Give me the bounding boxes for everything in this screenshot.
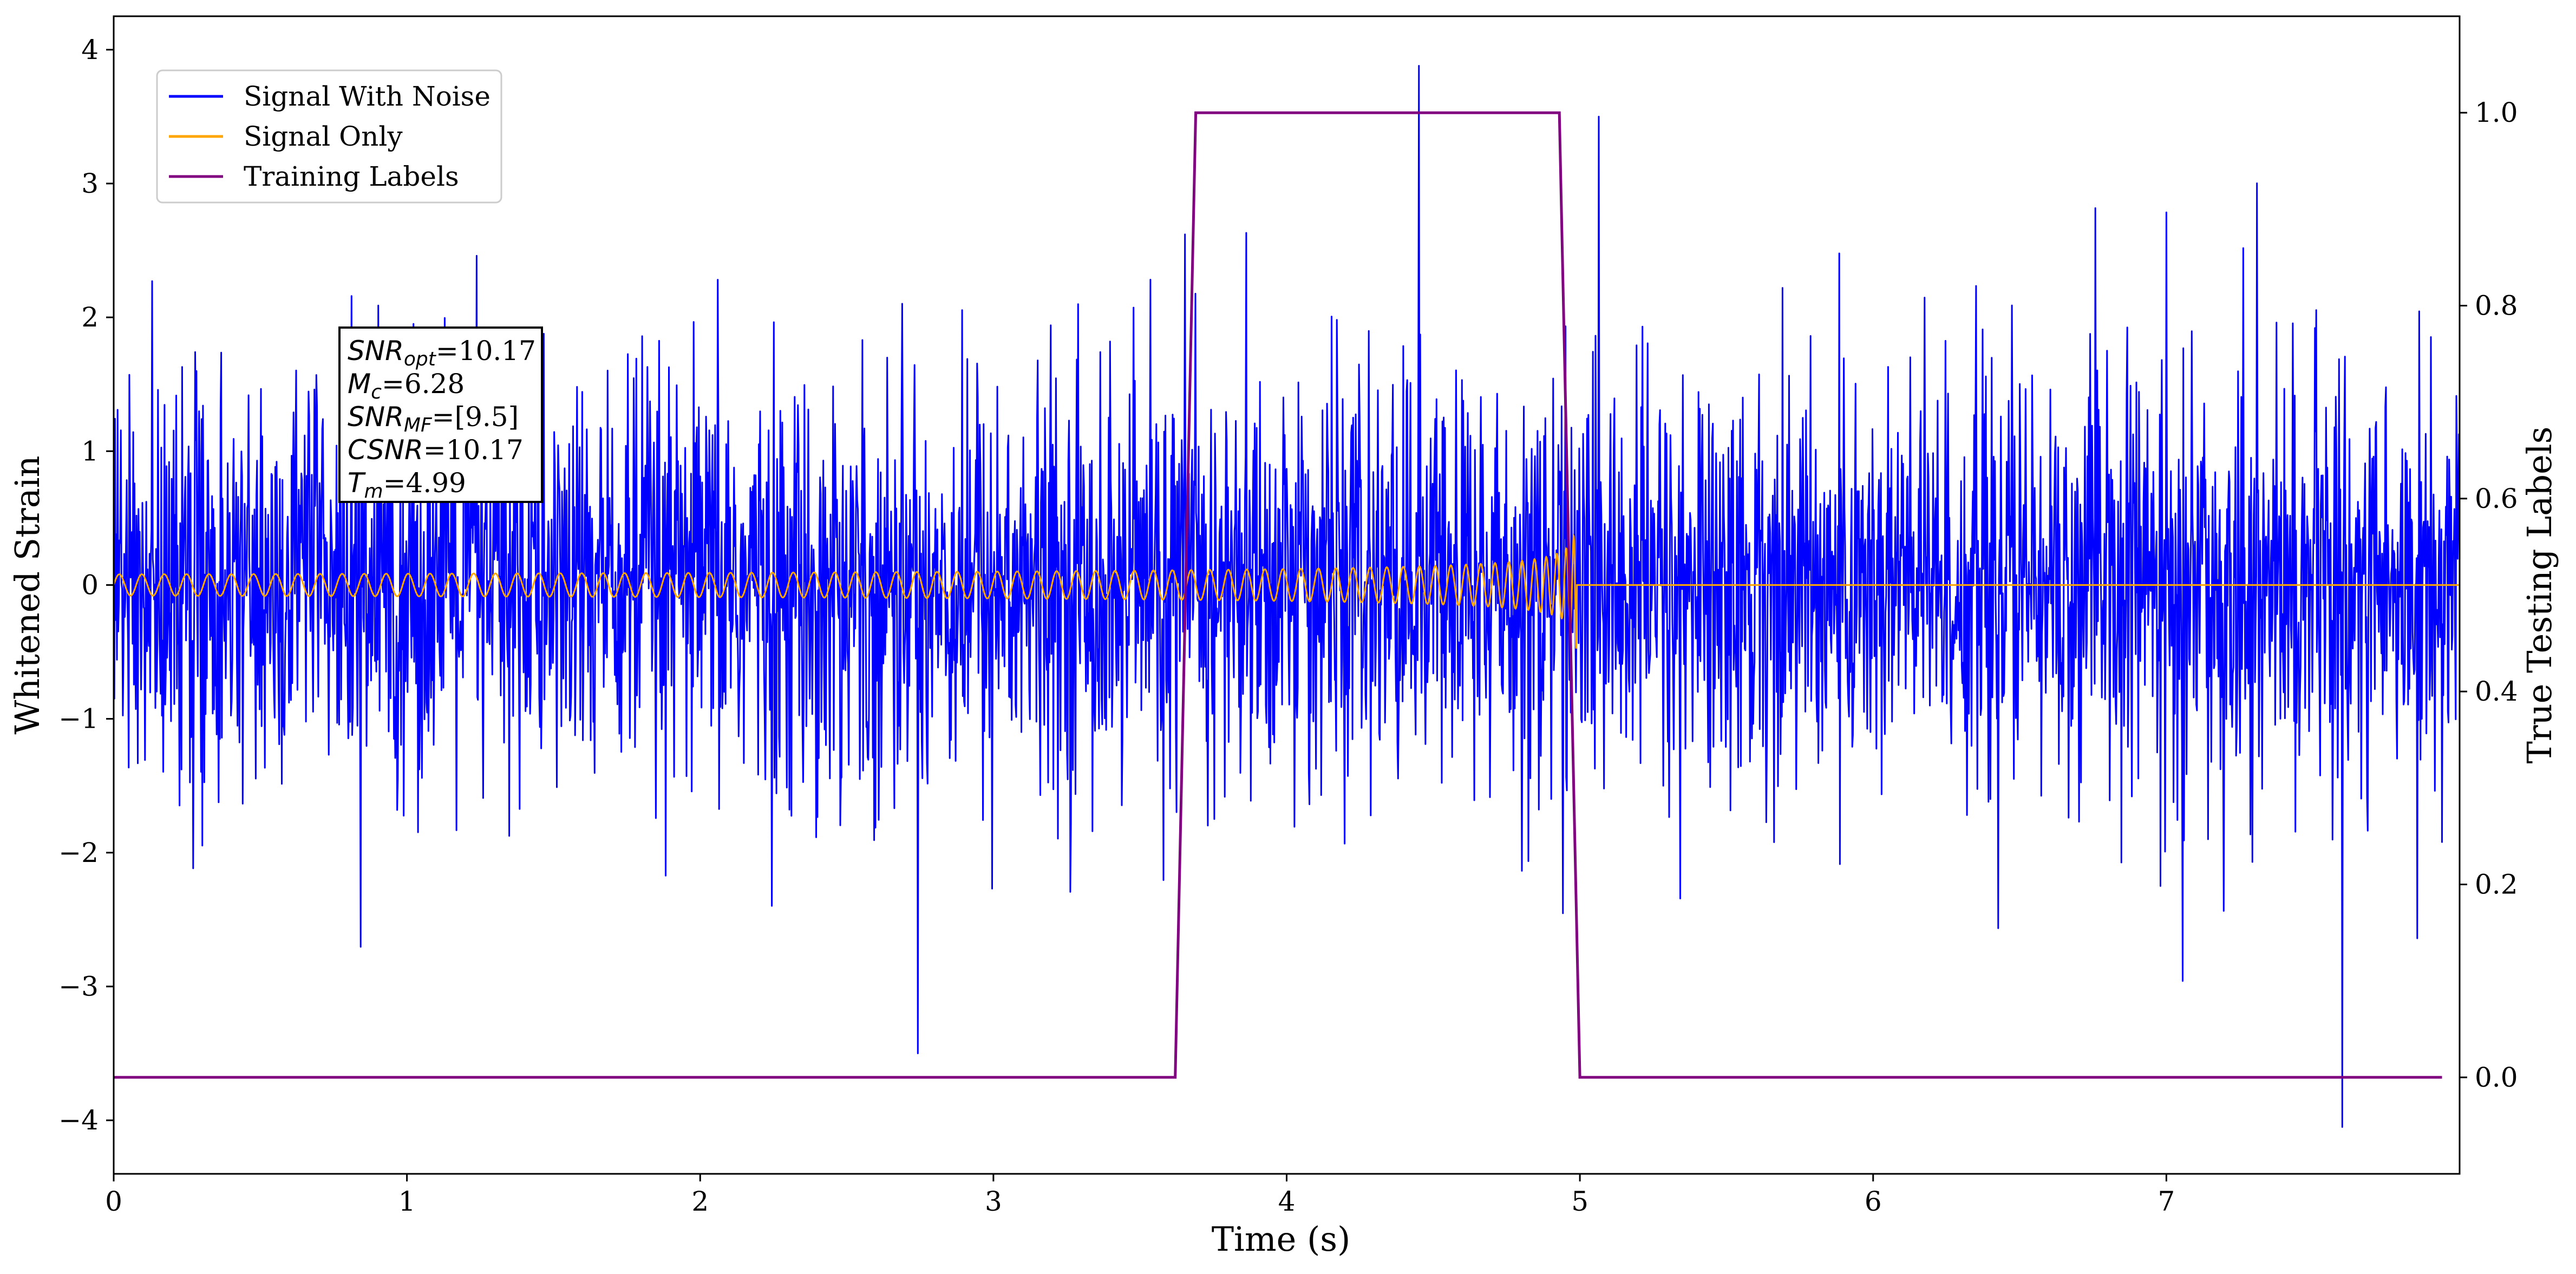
y-right-tick-label: 1.0 — [2475, 97, 2518, 128]
y-left-tick-label: −1 — [58, 703, 99, 735]
x-tick-label: 6 — [1865, 1186, 1882, 1217]
y-left-tick-label: 2 — [81, 302, 99, 333]
legend-frame — [156, 69, 502, 204]
y-left-tick-label: −2 — [58, 837, 99, 868]
series-line-signal-only — [114, 533, 2460, 649]
y-axis-right-title: True Testing Labels — [2520, 427, 2559, 764]
y-left-tick-label: 0 — [81, 569, 99, 600]
y-right-tick-label: 0.4 — [2475, 676, 2518, 707]
y-axis-left-title: Whitened Strain — [8, 456, 47, 735]
y-right-tick-label: 0.6 — [2475, 483, 2518, 514]
annotation-line: Mc=6.28 — [348, 368, 465, 403]
y-left-tick-label: 1 — [81, 435, 99, 467]
axes: 0 1 2 3 4 5 6 7 −4 −3 −2 −1 0 1 2 3 4 0.0 0.2 0.4 0.6 0.8 1.0 — [58, 34, 2518, 1217]
y-left-tick-label: −3 — [58, 971, 99, 1002]
annotation-line: CSNR=10.17 — [348, 434, 524, 466]
annotation-line: SNRopt=10.17 — [348, 335, 536, 370]
x-tick-label: 0 — [105, 1186, 122, 1217]
legend-label: Training Labels — [244, 161, 459, 192]
legend: Signal With Noise Signal Only Training Lab… — [156, 69, 502, 204]
legend-label: Signal Only — [244, 121, 403, 152]
x-tick-label: 1 — [398, 1186, 416, 1217]
x-tick-label: 3 — [985, 1186, 1002, 1217]
x-tick-label: 4 — [1278, 1186, 1296, 1217]
x-tick-label: 2 — [691, 1186, 709, 1217]
legend-label: Signal With Noise — [244, 81, 491, 112]
y-left-tick-label: 4 — [81, 34, 99, 66]
annotation-line: Tm=4.99 — [348, 467, 466, 502]
x-axis-title: Time (s) — [1212, 1219, 1351, 1259]
y-right-tick-label: 0.0 — [2475, 1062, 2518, 1093]
y-left-tick-label: −4 — [58, 1105, 99, 1136]
annotation-frame — [338, 326, 543, 503]
y-right-tick-label: 0.8 — [2475, 290, 2518, 322]
y-right-tick-label: 0.2 — [2475, 869, 2518, 900]
annotation-line: SNRMF=[9.5] — [348, 401, 519, 436]
x-tick-label: 7 — [2157, 1186, 2175, 1217]
annotation-box: SNRopt=10.17Mc=6.28SNRMF=[9.5]CSNR=10.17… — [338, 326, 543, 503]
x-tick-label: 5 — [1571, 1186, 1588, 1217]
y-left-tick-label: 3 — [81, 168, 99, 199]
series-line-training-labels — [114, 111, 2442, 1079]
